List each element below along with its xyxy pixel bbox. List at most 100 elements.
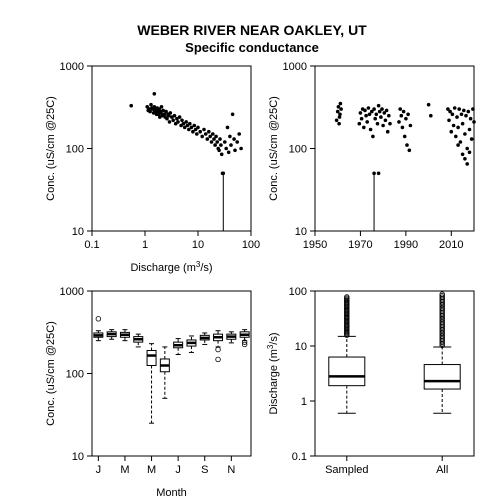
data-point [402, 110, 406, 114]
data-point [364, 114, 368, 118]
x-tick-label: N [227, 464, 235, 476]
data-point [228, 135, 232, 139]
data-point [339, 102, 343, 106]
data-point [377, 104, 381, 108]
data-point [229, 143, 233, 147]
data-point [193, 124, 197, 128]
x-tick-label: S [201, 464, 208, 476]
x-tick-label: J [175, 464, 181, 476]
data-point [211, 132, 215, 136]
data-point [160, 105, 164, 109]
data-point [409, 124, 413, 128]
data-point [359, 111, 363, 115]
data-point [367, 106, 371, 110]
y-tick-label: 10 [295, 226, 307, 238]
x-tick-label: J [96, 464, 102, 476]
data-point [377, 172, 381, 176]
data-point [462, 109, 466, 113]
x-axis-label: Discharge (m3/s) [130, 260, 212, 274]
data-point [358, 122, 362, 126]
data-point [153, 92, 157, 96]
panel-conc-by-month: 10 100 1000 Conc. (uS/cm @25C) J M M J S N Month [45, 286, 251, 499]
data-point [463, 157, 467, 161]
y-tick-label: 100 [289, 286, 307, 298]
x-tick-label: 1970 [348, 239, 372, 251]
data-point [405, 143, 409, 147]
figure-title: WEBER RIVER NEAR OAKLEY, UT [137, 22, 367, 38]
data-point [237, 132, 241, 136]
panel-discharge-sampled-vs-all: 0.1 1 10 100 Discharge (m3/s) Sampled All [266, 286, 474, 476]
panel-conc-vs-discharge: 0.1 1 10 100101001000Conc. (uS/cm @25C)Disc… [45, 61, 260, 274]
data-point [451, 113, 455, 117]
data-point [456, 143, 460, 147]
y-tick-label: 0.1 [292, 451, 307, 463]
x-tick-label: 1 [142, 239, 148, 251]
data-point [224, 147, 228, 151]
data-point [381, 124, 385, 128]
data-point [461, 122, 465, 126]
data-point [397, 120, 401, 124]
box [147, 351, 156, 366]
data-point [188, 122, 192, 126]
data-point [463, 132, 467, 136]
data-point [337, 122, 341, 126]
y-axis-label: Conc. (uS/cm @25C) [45, 96, 57, 201]
data-point [386, 130, 390, 134]
data-point [235, 140, 239, 144]
y-tick-label: 1000 [60, 286, 84, 298]
box [329, 357, 365, 386]
data-point [379, 115, 383, 119]
data-point [460, 113, 464, 117]
data-point [223, 140, 227, 144]
data-point [469, 117, 473, 121]
data-point [398, 107, 402, 111]
data-point [184, 120, 188, 124]
data-point [453, 106, 457, 110]
data-point [388, 122, 392, 126]
data-point [450, 130, 454, 134]
y-tick-label: 100 [66, 369, 84, 381]
x-tick-label: 0.1 [84, 239, 99, 251]
data-point [455, 115, 459, 119]
data-point [360, 117, 364, 121]
x-tick-label: Sampled [325, 464, 368, 476]
y-axis-label: Discharge (m3/s) [266, 332, 280, 414]
data-point [180, 119, 184, 123]
data-point [222, 172, 226, 176]
data-point [176, 120, 180, 124]
data-point [408, 149, 412, 153]
data-point [457, 107, 461, 111]
data-point [467, 110, 471, 114]
panel-conc-vs-year: 1950 1970 1990 2010 10 100 1000 Conc. (uS/cm @2… [268, 61, 476, 251]
x-tick-label: 1950 [303, 239, 327, 251]
data-point [465, 162, 469, 166]
data-point [447, 119, 451, 123]
y-tick-label: 1000 [283, 61, 307, 73]
data-point [456, 126, 460, 130]
data-point [215, 140, 219, 144]
data-point [214, 135, 218, 139]
data-point [387, 114, 391, 118]
y-tick-label: 10 [72, 226, 84, 238]
data-point [468, 151, 472, 155]
data-point [375, 113, 379, 117]
data-point [219, 143, 223, 147]
data-point [206, 137, 210, 141]
data-point [195, 132, 199, 136]
data-point [129, 104, 133, 108]
x-tick-label: M [120, 464, 129, 476]
data-point [427, 103, 431, 107]
outlier [216, 357, 221, 362]
data-point [400, 114, 404, 118]
data-point [452, 124, 456, 128]
data-point [362, 126, 366, 130]
data-point [404, 117, 408, 121]
y-tick-label: 100 [289, 144, 307, 156]
data-point [171, 119, 175, 123]
x-tick-label: 1990 [394, 239, 418, 251]
y-tick-label: 1 [301, 396, 307, 408]
data-point [207, 130, 211, 134]
data-point [227, 151, 231, 155]
data-point [468, 128, 472, 132]
